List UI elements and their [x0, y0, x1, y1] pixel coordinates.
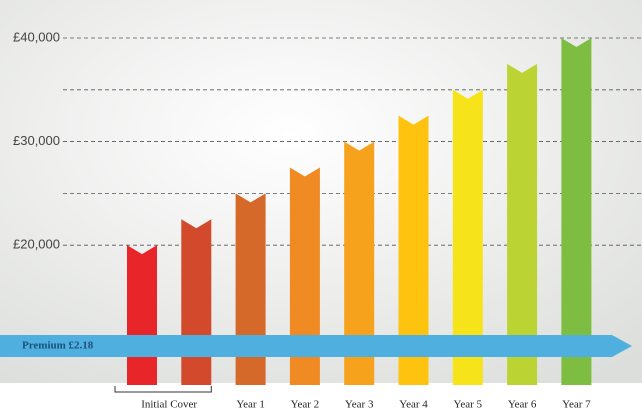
- x-tick-label: Year 3: [345, 399, 374, 411]
- bar: [507, 63, 538, 386]
- y-tick-label: £20,000: [13, 237, 60, 252]
- x-tick-label: Year 2: [291, 399, 320, 411]
- bar: [344, 141, 375, 385]
- x-tick-label: Year 5: [454, 399, 483, 411]
- category-bracket: [114, 386, 212, 393]
- x-tick-label: Initial Cover: [141, 399, 197, 411]
- bar: [398, 115, 429, 385]
- x-tick-label: Year 6: [508, 399, 537, 411]
- background: [0, 0, 642, 383]
- x-tick-label: Year 1: [236, 399, 265, 411]
- premium-arrow: [0, 335, 632, 357]
- y-tick-label: £30,000: [13, 133, 60, 148]
- bar: [181, 219, 212, 385]
- y-tick-label: £40,000: [13, 29, 60, 44]
- bar: [127, 245, 157, 385]
- bar: [561, 38, 592, 385]
- bar: [289, 167, 320, 385]
- x-tick-label: Year 7: [562, 399, 591, 411]
- x-tick-label: Year 4: [399, 399, 428, 411]
- premium-label: Premium £2.18: [22, 340, 94, 352]
- footer-background: [0, 383, 642, 419]
- bar: [452, 89, 483, 385]
